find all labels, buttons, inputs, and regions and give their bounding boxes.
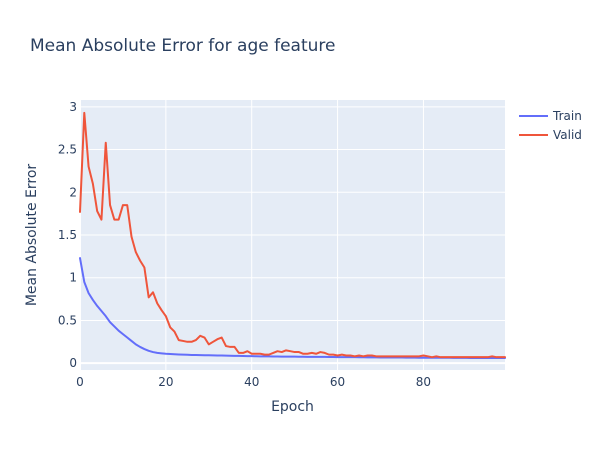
zero-line [79, 100, 505, 370]
y-tick-label: 2 [69, 185, 77, 199]
x-axis-label: Epoch [271, 399, 314, 415]
legend[interactable]: Train Valid [519, 109, 582, 142]
x-tick-label: 40 [244, 375, 259, 389]
chart-title: Mean Absolute Error for age feature [30, 36, 336, 56]
y-gridlines [80, 106, 505, 321]
series-line-valid [79, 111, 506, 359]
x-tick-label: 0 [76, 375, 84, 389]
y-tick-label: 1 [69, 271, 77, 285]
x-tick-label: 80 [416, 375, 431, 389]
y-tick-label: 1.5 [58, 228, 77, 242]
legend-label-train: Train [552, 109, 582, 123]
y-tick-label: 0.5 [58, 313, 77, 327]
x-tick-label: 60 [330, 375, 345, 389]
y-tick-label: 2.5 [58, 143, 77, 157]
legend-label-valid: Valid [553, 128, 582, 142]
x-tick-labels: 0 20 40 60 80 [76, 375, 431, 389]
series-lines [79, 111, 506, 360]
y-axis-label: Mean Absolute Error [24, 164, 40, 307]
y-tick-label: 3 [69, 100, 77, 114]
y-tick-label: 0 [69, 356, 77, 370]
y-tick-labels: 0 0.5 1 1.5 2 2.5 3 [58, 100, 77, 370]
x-tick-label: 20 [158, 375, 173, 389]
